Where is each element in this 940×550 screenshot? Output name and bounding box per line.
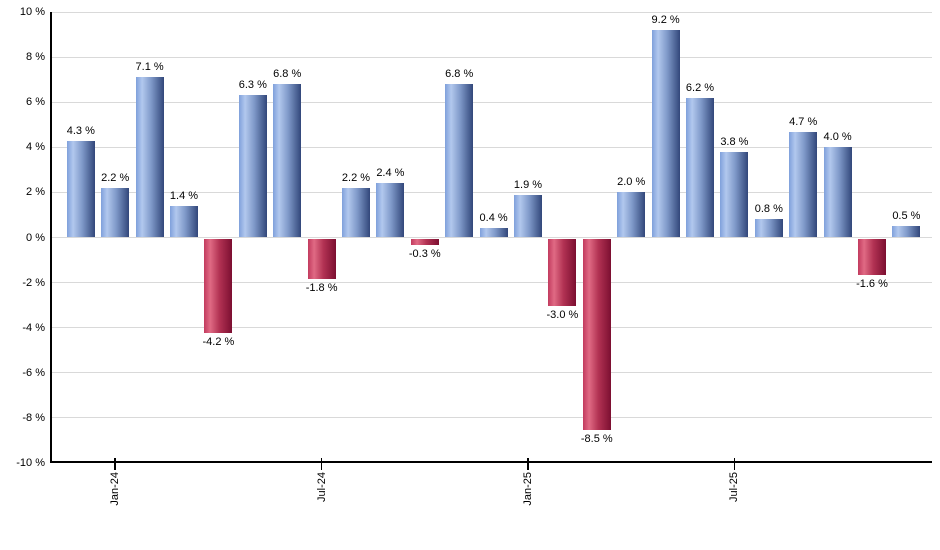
bar-value-label: 4.7 % bbox=[789, 115, 818, 128]
bar-value-label: 6.8 % bbox=[445, 68, 474, 81]
bar-value-label: 3.8 % bbox=[720, 135, 749, 148]
bar-Jun-25 bbox=[686, 97, 714, 238]
bar-Aug-25 bbox=[754, 219, 783, 238]
x-axis-tick bbox=[114, 458, 116, 470]
x-axis-tick bbox=[733, 458, 736, 470]
bar-Sep-25 bbox=[789, 131, 818, 238]
x-axis-tick-label: Jul-25 bbox=[728, 472, 741, 502]
y-axis-tick-label: 4 % bbox=[26, 141, 45, 154]
bar-Nov-25 bbox=[858, 238, 886, 275]
bar-value-label: 0.5 % bbox=[892, 210, 921, 223]
y-axis-tick-label: 6 % bbox=[26, 96, 45, 109]
bar-Jul-25 bbox=[720, 151, 749, 238]
x-axis-tick-label: Jan-25 bbox=[522, 472, 534, 506]
gridline bbox=[50, 191, 932, 193]
bar-value-label: 2.0 % bbox=[617, 176, 646, 189]
bar-value-label: 4.3 % bbox=[66, 124, 95, 137]
bar-Jan-25 bbox=[514, 194, 542, 238]
gridline bbox=[50, 56, 932, 58]
y-axis-tick-label: -10 % bbox=[16, 457, 45, 469]
bar-Apr-24 bbox=[204, 238, 233, 334]
bar-value-label: 2.2 % bbox=[341, 171, 371, 184]
bar-value-label: -1.6 % bbox=[856, 277, 888, 290]
bar-Feb-25 bbox=[548, 238, 577, 307]
bar-value-label: 1.4 % bbox=[169, 189, 199, 202]
bar-value-label: -3.0 % bbox=[546, 309, 579, 322]
gridline bbox=[50, 282, 932, 284]
bar-Apr-25 bbox=[617, 192, 646, 238]
bar-value-label: 0.8 % bbox=[754, 203, 783, 216]
bar-Jun-24 bbox=[273, 84, 302, 238]
x-axis-tick-label: Jul-24 bbox=[315, 472, 328, 502]
y-axis-tick-label: -4 % bbox=[22, 321, 45, 334]
y-axis-tick-label: -2 % bbox=[22, 276, 45, 289]
bar-value-label: 6.8 % bbox=[273, 68, 302, 81]
bar-value-label: 1.9 % bbox=[513, 178, 543, 191]
gridline bbox=[50, 11, 932, 13]
bar-Jan-24 bbox=[101, 187, 130, 238]
x-axis-line bbox=[50, 461, 932, 463]
bar-Mar-25 bbox=[582, 238, 611, 431]
bar-value-label: 9.2 % bbox=[651, 14, 680, 27]
gridline bbox=[50, 101, 932, 103]
y-axis-tick-label: 0 % bbox=[26, 231, 45, 244]
bar-value-label: -0.3 % bbox=[408, 248, 441, 261]
gridline bbox=[50, 372, 932, 374]
bar-Oct-24 bbox=[410, 238, 439, 246]
gridline bbox=[50, 146, 932, 148]
bar-Nov-24 bbox=[445, 84, 474, 238]
bar-value-label: 2.2 % bbox=[101, 171, 130, 184]
y-axis-line bbox=[50, 12, 52, 463]
x-axis-tick bbox=[320, 458, 323, 470]
y-axis-tick-label: 10 % bbox=[19, 6, 45, 18]
bar-Mar-24 bbox=[170, 205, 198, 238]
bar-value-label: 0.4 % bbox=[479, 212, 508, 225]
y-axis-tick-label: -8 % bbox=[22, 411, 45, 424]
bar-value-label: 6.3 % bbox=[238, 79, 267, 92]
plot-area: 4.3 % 2.2 % 7.1 % 1.4 % -4.2 % 6.3 % 6.8 % -1.8… bbox=[50, 11, 932, 506]
y-axis-tick-label: -6 % bbox=[22, 366, 45, 379]
bar-Jul-24 bbox=[307, 238, 336, 280]
bar-Sep-24 bbox=[376, 183, 405, 238]
bar-Dec-23 bbox=[66, 140, 95, 238]
y-axis-tick-label: 2 % bbox=[26, 186, 45, 199]
bar-Aug-24 bbox=[342, 187, 370, 238]
gridline bbox=[50, 417, 932, 419]
y-axis-tick-label: 8 % bbox=[26, 51, 45, 64]
bar-value-label: -1.8 % bbox=[305, 282, 338, 295]
x-axis-tick-label: Jan-24 bbox=[109, 472, 122, 506]
bar-value-label: 2.4 % bbox=[376, 167, 405, 180]
bar-value-label: 7.1 % bbox=[135, 61, 164, 74]
bar-value-label: -4.2 % bbox=[202, 336, 235, 349]
bar-value-label: -8.5 % bbox=[580, 433, 613, 446]
bar-value-label: 6.2 % bbox=[685, 81, 715, 94]
gridline bbox=[50, 327, 932, 329]
bar-May-25 bbox=[651, 30, 680, 238]
bar-May-24 bbox=[238, 95, 267, 238]
bar-Dec-25 bbox=[892, 226, 921, 238]
gridline bbox=[50, 237, 932, 238]
bar-Oct-25 bbox=[823, 147, 852, 238]
x-axis-tick bbox=[527, 458, 529, 470]
bar-Dec-24 bbox=[479, 228, 508, 238]
bar-Feb-24 bbox=[135, 77, 164, 238]
bar-value-label: 4.0 % bbox=[823, 131, 852, 144]
